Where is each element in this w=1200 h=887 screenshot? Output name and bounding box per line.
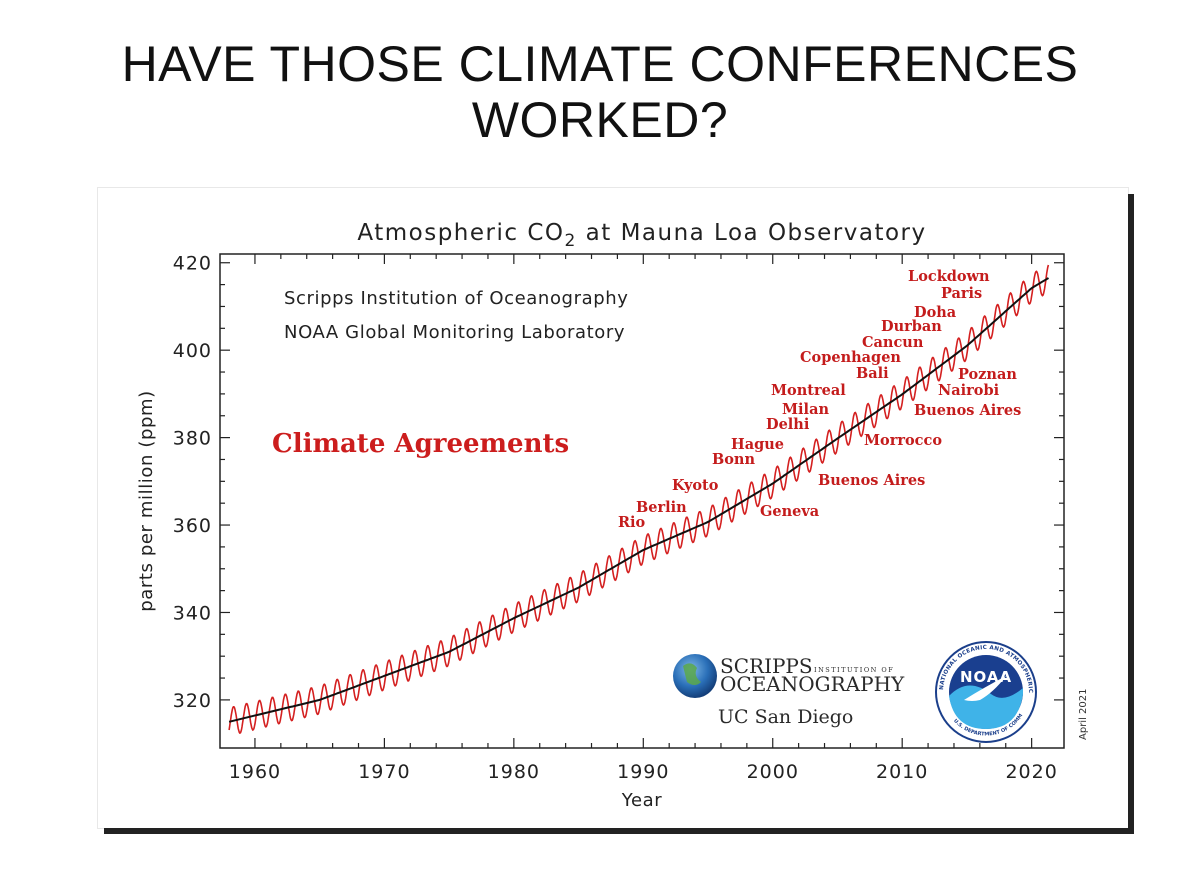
trend-co2-series: [228, 277, 1050, 723]
conference-label: Cancun: [862, 334, 924, 351]
noaa-logo: NOAA NATIONAL OCEANIC AND ATMOSPHERIC AD…: [98, 188, 1037, 743]
chart-title: Atmospheric CO2 at Mauna Loa Observatory: [357, 220, 926, 251]
conference-label: Durban: [881, 318, 942, 335]
conference-label: Milan: [782, 401, 829, 418]
conference-label: Kyoto: [672, 477, 719, 494]
conference-label: Montreal: [771, 382, 846, 399]
conference-label: Delhi: [766, 416, 810, 433]
x-tick-labels: 1960 1970 1980 1990 2000 2010 2020: [229, 761, 1057, 783]
plot-frame: [219, 253, 1065, 749]
slide-title: HAVE THOSE CLIMATE CONFERENCES WORKED?: [0, 36, 1200, 148]
globe-land: [683, 663, 701, 685]
y-tick-labels: 320 340 360 380 400 420: [173, 253, 212, 712]
y-tick-label: 360: [173, 515, 212, 537]
y-tick-label: 320: [173, 690, 212, 712]
monthly-co2-series: [228, 264, 1050, 735]
conference-label: Berlin: [636, 499, 687, 516]
x-tick-label: 2020: [1005, 761, 1057, 783]
conference-label: Geneva: [760, 503, 820, 520]
scripps-wordmark: SCRIPPS: [720, 654, 813, 678]
y-tick-label: 380: [173, 428, 212, 450]
ucsd-wordmark: UC San Diego: [718, 706, 853, 728]
conference-label: Morrocco: [864, 432, 942, 449]
x-tick-label: 1970: [358, 761, 410, 783]
oceanography-wordmark: OCEANOGRAPHY: [720, 672, 905, 696]
conference-label: Buenos Aires: [818, 472, 925, 489]
institution-line-1: Scripps Institution of Oceanography: [284, 288, 629, 309]
y-axis-title: parts per million (ppm): [136, 390, 157, 612]
x-tick-label: 2010: [876, 761, 928, 783]
climate-agreements-heading: Climate Agreements: [272, 429, 569, 459]
y-tick-label: 340: [173, 602, 212, 624]
date-note: April 2021: [1078, 689, 1089, 740]
conference-label: Buenos Aires: [914, 402, 1021, 419]
co2-chart: Atmospheric CO2 at Mauna Loa Observatory…: [98, 188, 1089, 811]
slide-title-line2: WORKED?: [471, 92, 729, 148]
x-tick-label: 2000: [747, 761, 799, 783]
scripps-small-text: INSTITUTION OF: [814, 666, 894, 674]
chart-figure: Atmospheric CO2 at Mauna Loa Observatory…: [98, 188, 1128, 828]
x-axis-title: Year: [621, 790, 663, 811]
conference-label: Hague: [731, 436, 784, 453]
bird-icon: [964, 676, 1006, 701]
conference-label: Rio: [618, 514, 646, 531]
x-tick-label: 1960: [229, 761, 281, 783]
conference-label: Lockdown: [908, 268, 990, 285]
scripps-logo: SCRIPPS INSTITUTION OF OCEANOGRAPHY UC S…: [673, 654, 905, 728]
conference-label: Poznan: [958, 366, 1017, 383]
conference-label: Paris: [941, 285, 982, 302]
x-tick-label: 1980: [488, 761, 540, 783]
y-tick-label: 400: [173, 340, 212, 362]
noaa-wave: [949, 685, 1023, 729]
axis-ticks: [220, 254, 1064, 748]
conference-label: Copenhagen: [800, 349, 901, 366]
noaa-ring-bottom-text: U.S. DEPARTMENT OF COMMERCE: [98, 188, 1024, 738]
conference-label: Nairobi: [938, 382, 1000, 399]
slide-title-line1: HAVE THOSE CLIMATE CONFERENCES: [121, 36, 1079, 92]
institution-line-2: NOAA Global Monitoring Laboratory: [284, 322, 625, 343]
y-tick-label: 420: [173, 253, 212, 275]
conference-label: Doha: [914, 304, 957, 321]
conference-label: Bali: [856, 365, 889, 382]
x-tick-label: 1990: [617, 761, 669, 783]
conference-label: Bonn: [712, 451, 755, 468]
noaa-text: NOAA: [960, 668, 1012, 686]
